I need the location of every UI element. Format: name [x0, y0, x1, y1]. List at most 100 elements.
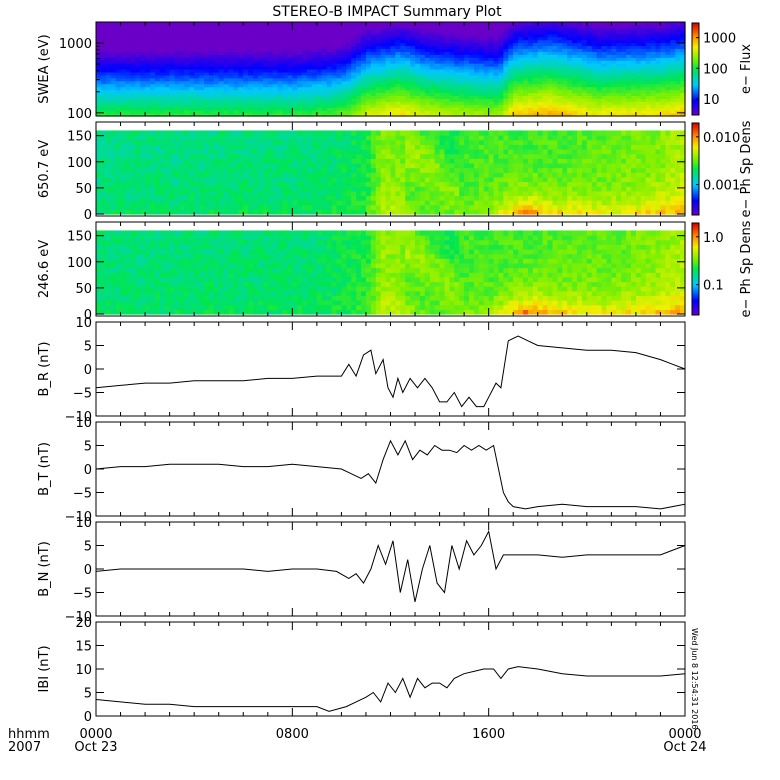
heatmap-cell: [233, 144, 239, 150]
heatmap-cell: [351, 172, 357, 178]
heatmap-cell: [385, 101, 392, 105]
heatmap-cell: [218, 204, 225, 210]
heatmap-cell: [532, 30, 539, 35]
colorbar-cell: [692, 46, 699, 49]
heatmap-cell: [572, 36, 578, 41]
heatmap-cell: [223, 63, 230, 67]
heatmap-cell: [346, 92, 352, 97]
heatmap-cell: [439, 60, 446, 64]
heatmap-cell: [321, 186, 328, 192]
heatmap-cell: [488, 110, 495, 114]
heatmap-cell: [586, 22, 593, 26]
heatmap-cell: [429, 42, 436, 47]
heatmap-cell: [262, 71, 269, 76]
heatmap-cell: [400, 101, 406, 105]
heatmap-cell: [287, 181, 293, 187]
heatmap-cell: [621, 39, 627, 44]
heatmap-cell: [203, 104, 210, 108]
heatmap-cell: [120, 181, 127, 187]
heatmap-cell: [208, 167, 215, 173]
heatmap-cell: [356, 71, 362, 76]
heatmap-cell: [361, 60, 367, 64]
heatmap-cell: [410, 98, 416, 102]
heatmap-cell: [115, 83, 122, 88]
heatmap-cell: [410, 45, 416, 50]
heatmap-cell: [326, 60, 333, 64]
heatmap-cell: [179, 144, 185, 150]
heatmap-cell: [660, 98, 666, 102]
heatmap-cell: [341, 107, 347, 111]
heatmap-cell: [581, 80, 588, 85]
heatmap-cell: [169, 130, 176, 136]
heatmap-cell: [267, 195, 274, 201]
heatmap-cell: [572, 95, 578, 99]
heatmap-cell: [213, 48, 220, 52]
heatmap-cell: [262, 149, 269, 155]
heatmap-cell: [557, 60, 563, 64]
heatmap-cell: [400, 83, 406, 88]
heatmap-cell: [577, 110, 583, 114]
heatmap-cell: [351, 74, 357, 79]
heatmap-cell: [311, 54, 318, 58]
heatmap-cell: [169, 57, 176, 61]
heatmap-cell: [194, 33, 200, 38]
heatmap-cell: [223, 98, 230, 102]
heatmap-cell: [164, 149, 171, 155]
heatmap-cell: [145, 83, 151, 88]
heatmap-cell: [282, 92, 289, 97]
heatmap-cell: [164, 57, 171, 61]
heatmap-cell: [395, 69, 401, 73]
heatmap-cell: [208, 113, 215, 117]
heatmap-cell: [130, 83, 136, 88]
heatmap-cell: [110, 63, 117, 67]
heatmap-cell: [130, 139, 136, 145]
heatmap-cell: [145, 113, 151, 117]
heatmap-cell: [464, 98, 470, 102]
heatmap-cell: [429, 74, 436, 79]
heatmap-cell: [194, 66, 200, 70]
heatmap-cell: [370, 172, 377, 178]
heatmap-cell: [292, 135, 298, 141]
heatmap-cell: [169, 77, 176, 82]
heatmap-cell: [581, 110, 588, 114]
heatmap-cell: [228, 74, 235, 79]
heatmap-cell: [253, 176, 259, 183]
heatmap-cell: [562, 95, 568, 99]
heatmap-cell: [164, 22, 171, 26]
heatmap-cell: [616, 51, 622, 55]
heatmap-cell: [233, 86, 239, 91]
heatmap-cell: [370, 33, 377, 38]
heatmap-cell: [115, 80, 122, 85]
heatmap-cell: [105, 139, 112, 145]
heatmap-cell: [311, 101, 318, 105]
heatmap-cell: [341, 54, 347, 58]
heatmap-cell: [655, 22, 662, 26]
heatmap-cell: [370, 22, 377, 26]
heatmap-cell: [262, 176, 269, 183]
heatmap-cell: [307, 24, 313, 29]
heatmap-cell: [277, 190, 284, 197]
heatmap-cell: [321, 200, 328, 206]
heatmap-cell: [596, 24, 603, 29]
heatmap-cell: [523, 48, 529, 52]
heatmap-cell: [194, 172, 200, 178]
heatmap-cell: [223, 24, 230, 29]
heatmap-cell: [405, 71, 411, 76]
heatmap-cell: [346, 69, 352, 73]
heatmap-cell: [159, 89, 166, 94]
heatmap-cell: [665, 33, 671, 38]
heatmap-cell: [302, 190, 308, 197]
heatmap-cell: [631, 101, 637, 105]
heatmap-cell: [537, 60, 544, 64]
heatmap-cell: [164, 190, 171, 197]
heatmap-cell: [321, 139, 328, 145]
heatmap-cell: [429, 60, 436, 64]
heatmap-cell: [356, 130, 362, 136]
heatmap-cell: [351, 190, 357, 197]
heatmap-cell: [424, 92, 431, 97]
heatmap-cell: [233, 113, 239, 117]
heatmap-cell: [243, 104, 249, 108]
heatmap-cell: [169, 63, 176, 67]
heatmap-cell: [248, 158, 254, 164]
heatmap-cell: [282, 57, 289, 61]
